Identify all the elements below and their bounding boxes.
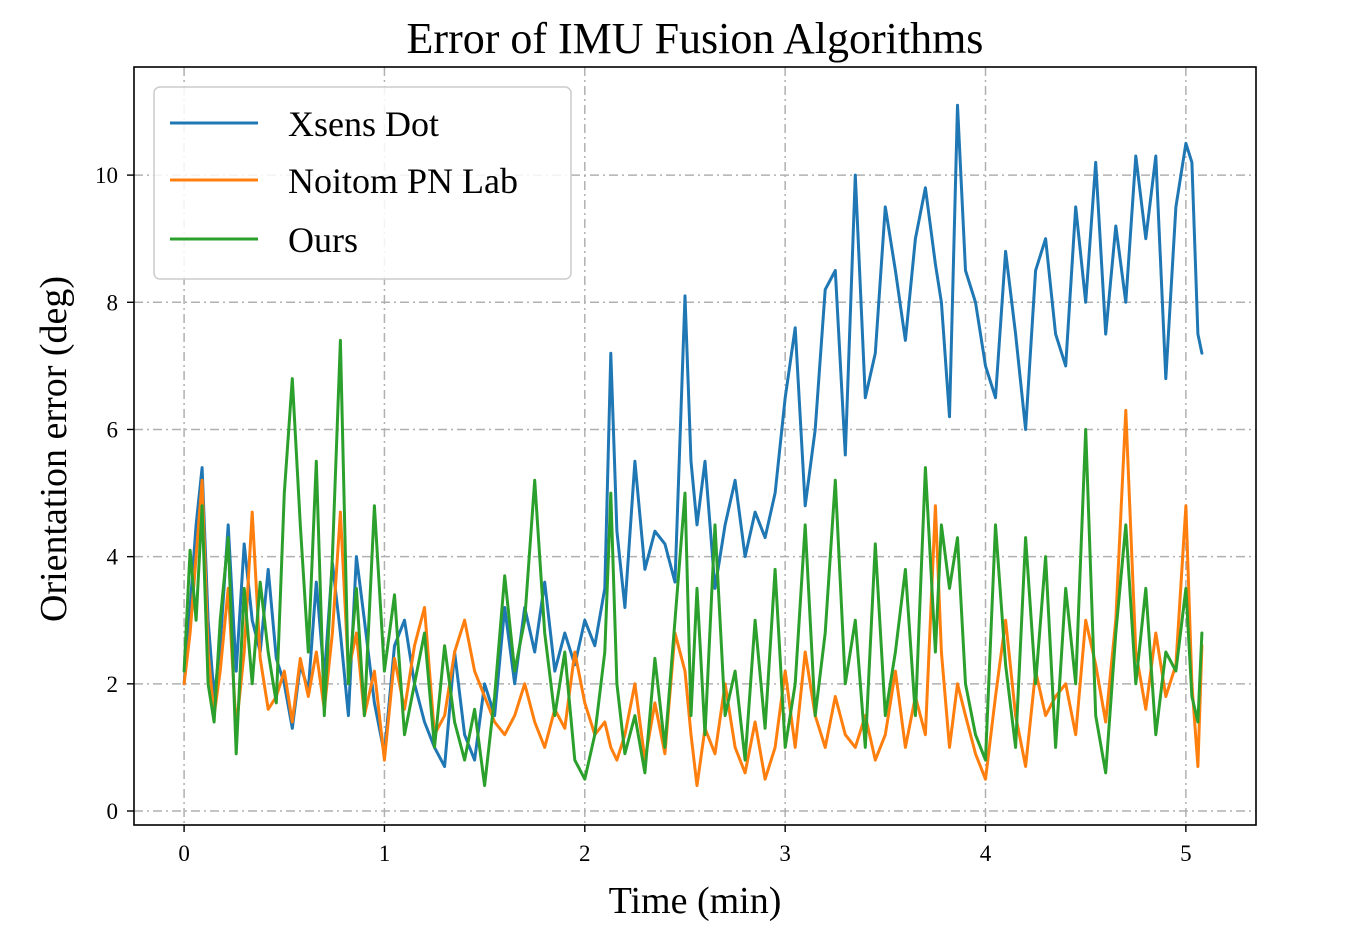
- series-line-ours: [182, 338, 1204, 788]
- x-tick-label: 4: [980, 841, 992, 866]
- y-tick-label: 8: [107, 290, 119, 315]
- x-tick-label: 1: [379, 841, 391, 866]
- chart-title: Error of IMU Fusion Algorithms: [407, 14, 984, 63]
- plot-frame: [133, 66, 1257, 826]
- legend-label-noitom-pn-lab: Noitom PN Lab: [288, 161, 518, 201]
- y-tick-label: 0: [107, 799, 119, 824]
- legend-label-ours: Ours: [288, 220, 358, 260]
- legend: Xsens Dot Noitom PN Lab Ours: [153, 86, 572, 280]
- legend-box: [153, 86, 572, 280]
- y-tick-label: 6: [107, 417, 119, 442]
- x-tick-label: 3: [779, 841, 791, 866]
- ticks: 0 1 2 3 4 5 0 2 4 6 8 10: [95, 163, 1192, 866]
- series-layer: [182, 103, 1204, 788]
- x-tick-label: 5: [1180, 841, 1192, 866]
- y-tick-label: 4: [107, 545, 119, 570]
- y-axis-label: Orientation error (deg): [33, 276, 75, 622]
- y-tick-label: 2: [107, 672, 119, 697]
- y-tick-label: 10: [95, 163, 118, 188]
- x-tick-label: 2: [579, 841, 591, 866]
- x-axis-label: Time (min): [609, 880, 782, 922]
- legend-label-xsens-dot: Xsens Dot: [288, 104, 439, 144]
- x-tick-label: 0: [178, 841, 190, 866]
